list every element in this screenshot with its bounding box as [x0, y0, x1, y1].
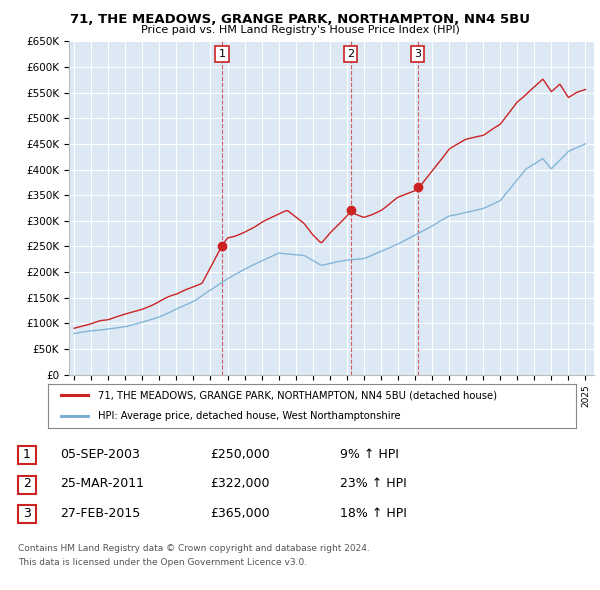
Text: This data is licensed under the Open Government Licence v3.0.: This data is licensed under the Open Gov…: [18, 558, 307, 567]
Text: 3: 3: [23, 507, 31, 520]
Text: 25-MAR-2011: 25-MAR-2011: [60, 477, 144, 490]
Text: 1: 1: [218, 49, 226, 59]
Text: 18% ↑ HPI: 18% ↑ HPI: [340, 507, 407, 520]
Text: 3: 3: [414, 49, 421, 59]
Text: £322,000: £322,000: [210, 477, 269, 490]
Text: Contains HM Land Registry data © Crown copyright and database right 2024.: Contains HM Land Registry data © Crown c…: [18, 544, 370, 553]
Text: 23% ↑ HPI: 23% ↑ HPI: [340, 477, 407, 490]
Text: 9% ↑ HPI: 9% ↑ HPI: [340, 448, 399, 461]
Text: £365,000: £365,000: [210, 507, 269, 520]
Text: 05-SEP-2003: 05-SEP-2003: [60, 448, 140, 461]
Text: HPI: Average price, detached house, West Northamptonshire: HPI: Average price, detached house, West…: [98, 411, 401, 421]
Text: £250,000: £250,000: [210, 448, 270, 461]
Text: 1: 1: [23, 448, 31, 461]
FancyBboxPatch shape: [18, 446, 36, 464]
Text: 71, THE MEADOWS, GRANGE PARK, NORTHAMPTON, NN4 5BU (detached house): 71, THE MEADOWS, GRANGE PARK, NORTHAMPTO…: [98, 391, 497, 401]
Text: 2: 2: [23, 477, 31, 490]
Text: Price paid vs. HM Land Registry's House Price Index (HPI): Price paid vs. HM Land Registry's House …: [140, 25, 460, 35]
Text: 71, THE MEADOWS, GRANGE PARK, NORTHAMPTON, NN4 5BU: 71, THE MEADOWS, GRANGE PARK, NORTHAMPTO…: [70, 13, 530, 26]
Text: 2: 2: [347, 49, 355, 59]
Text: 27-FEB-2015: 27-FEB-2015: [60, 507, 140, 520]
FancyBboxPatch shape: [18, 505, 36, 523]
FancyBboxPatch shape: [18, 476, 36, 493]
